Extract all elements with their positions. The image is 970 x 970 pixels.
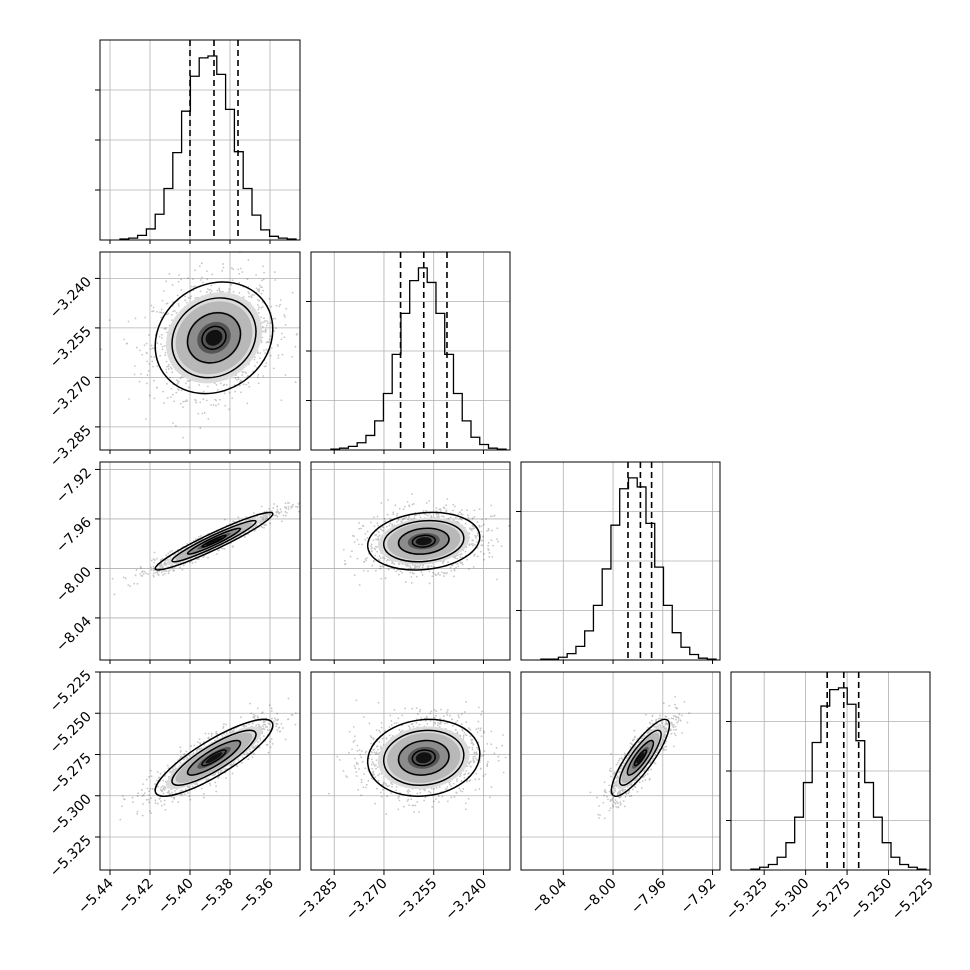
density-panel-2-0 [99,461,301,661]
density-level [205,329,223,346]
y-tick-label: −5.325 [47,833,95,881]
y-tick-label: −5.225 [47,668,95,716]
density-level [415,752,432,764]
x-tick-label: −3.270 [343,876,391,924]
density-level [636,752,645,764]
contour-line [154,281,274,395]
density-level [205,537,223,546]
contour-line [397,527,450,555]
x-tick-label: −8.04 [528,875,570,917]
histogram-step-line [119,55,297,240]
contour-line [186,312,242,364]
x-tick-label: −5.250 [847,876,895,924]
x-tick-label: −5.38 [195,876,237,918]
density-panel-3-0 [99,671,301,871]
x-tick-label: −5.275 [806,876,854,924]
y-tick-label: −8.04 [53,613,95,655]
histogram-panel-0 [95,39,301,241]
contour-line [382,729,465,786]
panel-frame [520,461,721,661]
y-tick-label: −8.00 [53,564,95,606]
contour-line [154,511,274,571]
x-tick-label: −8.00 [578,876,620,918]
x-tick-label: −7.92 [678,876,720,918]
x-tick-label: −7.96 [628,875,670,917]
contour-line [633,749,648,767]
panel-frame [310,461,511,661]
y-tick-label: −3.255 [47,323,95,371]
panel-frame [310,671,511,871]
panel-frame [99,39,301,241]
y-tick-label: −7.92 [53,465,95,507]
contour-line [618,729,662,786]
density-level [415,537,432,546]
y-tick-label: −5.250 [47,709,95,757]
x-tick-label: −5.36 [235,875,277,917]
x-tick-label: −5.300 [765,876,813,924]
contour-line [201,325,227,350]
density-level [205,752,223,764]
contour-line [366,718,481,797]
density-panel-3-1 [310,671,511,871]
panel-frame [99,251,301,451]
contour-line [366,511,481,571]
contour-line [382,519,465,563]
contour-line [201,749,227,767]
density-panel-1-0 [99,251,301,451]
panel-frame [99,671,301,871]
x-tick-label: −5.325 [723,876,771,924]
y-tick-label: −5.275 [47,750,95,798]
x-tick-label: −5.42 [115,876,157,918]
x-tick-label: −3.240 [442,876,490,924]
histogram-panel-2 [516,461,721,661]
x-tick-label: −5.40 [155,876,197,918]
contour-line [171,297,257,379]
contour-line [411,534,436,548]
y-tick-label: −7.96 [53,514,95,556]
y-tick-label: −3.270 [47,373,95,421]
panel-frame [310,251,511,451]
histogram-panel-3 [726,671,931,871]
density-panel-2-1 [310,461,511,661]
x-tick-label: −3.255 [393,876,441,924]
x-tick-label: −5.225 [889,876,937,924]
density-panel-3-2 [520,671,721,871]
contour-line [411,749,436,767]
contour-line [171,729,257,786]
histogram-step-line [330,267,507,450]
panel-frame [99,461,301,661]
x-tick-label: −3.285 [293,876,341,924]
y-tick-label: −3.285 [47,422,95,470]
contour-line [610,718,671,797]
contour-line [171,519,257,563]
contour-line [397,739,450,776]
contour-line [626,739,655,776]
panel-frame [520,671,721,871]
contour-line [154,718,274,797]
y-tick-label: −3.240 [47,274,95,322]
panel-frame [730,671,931,871]
y-tick-label: −5.300 [47,791,95,839]
contour-line [186,739,242,776]
x-tick-label: −5.44 [75,875,117,917]
histogram-step-line [750,687,927,870]
histogram-panel-1 [306,251,511,451]
contour-line [201,534,227,548]
contour-line [186,527,242,555]
